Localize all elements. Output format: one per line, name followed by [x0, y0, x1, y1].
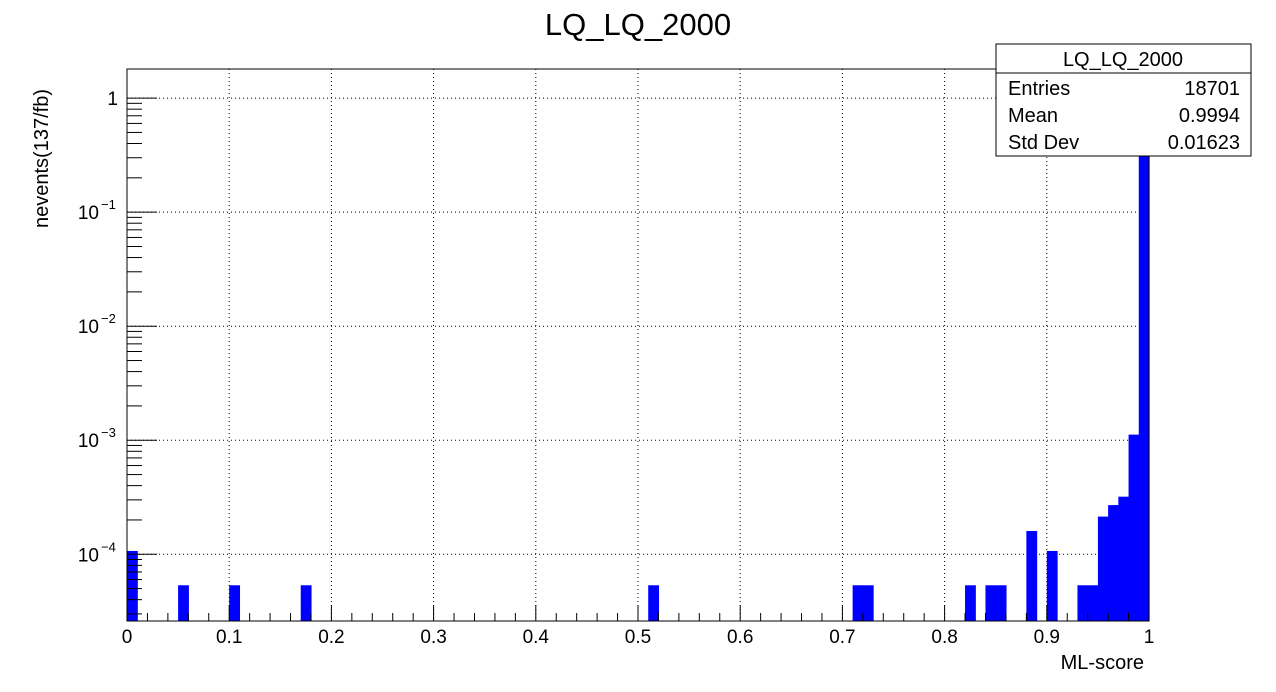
- histogram-bar: [862, 585, 874, 621]
- x-tick-label: 0.8: [931, 627, 957, 648]
- stats-rows: Entries 18701 Mean 0.9994 Std Dev 0.01623: [1008, 78, 1240, 154]
- stats-label: Entries: [1008, 78, 1070, 100]
- y-tick-label: 10: [78, 203, 99, 224]
- x-tick-label: 0.6: [727, 627, 753, 648]
- grid: [127, 69, 1149, 621]
- stats-value: 18701: [1184, 78, 1240, 100]
- x-tick-label: 0.3: [420, 627, 446, 648]
- y-axis-label: nevents(137/fb): [31, 89, 53, 228]
- x-tick-label: 0.1: [216, 627, 242, 648]
- chart-title: LQ_LQ_2000: [545, 7, 731, 42]
- y-tick-label: 1: [107, 89, 118, 110]
- x-tick-label: 0.5: [625, 627, 651, 648]
- y-tick-exponent: −2: [101, 311, 116, 326]
- histogram-bar: [178, 585, 189, 621]
- histogram-bar: [965, 585, 976, 621]
- x-tick-label: 0.2: [318, 627, 344, 648]
- stats-label: Std Dev: [1008, 132, 1079, 154]
- histogram-bar: [852, 585, 864, 621]
- axis-ticks: [126, 97, 1150, 621]
- stats-value: 0.01623: [1168, 132, 1240, 154]
- histogram-bar: [1046, 550, 1058, 621]
- y-tick-exponent: −1: [101, 197, 116, 212]
- histogram-bar: [1097, 516, 1109, 621]
- histogram-bar: [1087, 585, 1099, 621]
- x-tick-label: 1: [1144, 627, 1155, 648]
- y-tick-exponent: −4: [101, 539, 116, 554]
- stats-box-frame: [995, 43, 1252, 157]
- histogram-bar: [127, 550, 138, 621]
- histogram-bar: [985, 585, 997, 621]
- histogram-bar: [1118, 496, 1130, 621]
- histogram-bar: [648, 585, 660, 621]
- y-tick-exponent: −3: [101, 425, 116, 440]
- x-tick-labels: 0 0.1 0.2 0.3 0.4 0.5 0.6 0.7 0.8 0.9 1: [122, 627, 1155, 648]
- stats-box: LQ_LQ_2000 Entries 18701 Mean 0.9994 Std Dev…: [995, 43, 1252, 157]
- histogram-bar: [1077, 585, 1089, 621]
- y-tick-label: 10: [78, 317, 99, 338]
- x-tick-label: 0.9: [1034, 627, 1060, 648]
- stats-label: Mean: [1008, 105, 1058, 127]
- x-tick-label: 0.7: [829, 627, 855, 648]
- histogram-bar: [1128, 434, 1140, 621]
- stats-box-title: LQ_LQ_2000: [1063, 49, 1183, 71]
- histogram-bar: [1108, 505, 1119, 621]
- histogram-bars: [127, 150, 1150, 622]
- histogram-bar: [1026, 531, 1038, 621]
- x-tick-label: 0: [122, 627, 133, 648]
- histogram-bar: [229, 585, 241, 621]
- histogram-bar: [300, 585, 312, 621]
- y-tick-label: 10: [78, 545, 99, 566]
- x-tick-label: 0.4: [523, 627, 550, 648]
- y-tick-label: 10: [78, 431, 99, 452]
- histogram-bar: [1138, 150, 1150, 622]
- y-tick-labels: 10 −410 −310 −210 −11: [78, 89, 118, 566]
- stats-value: 0.9994: [1179, 105, 1240, 127]
- x-axis-label: ML-score: [1061, 652, 1144, 674]
- histogram-bar: [995, 585, 1007, 621]
